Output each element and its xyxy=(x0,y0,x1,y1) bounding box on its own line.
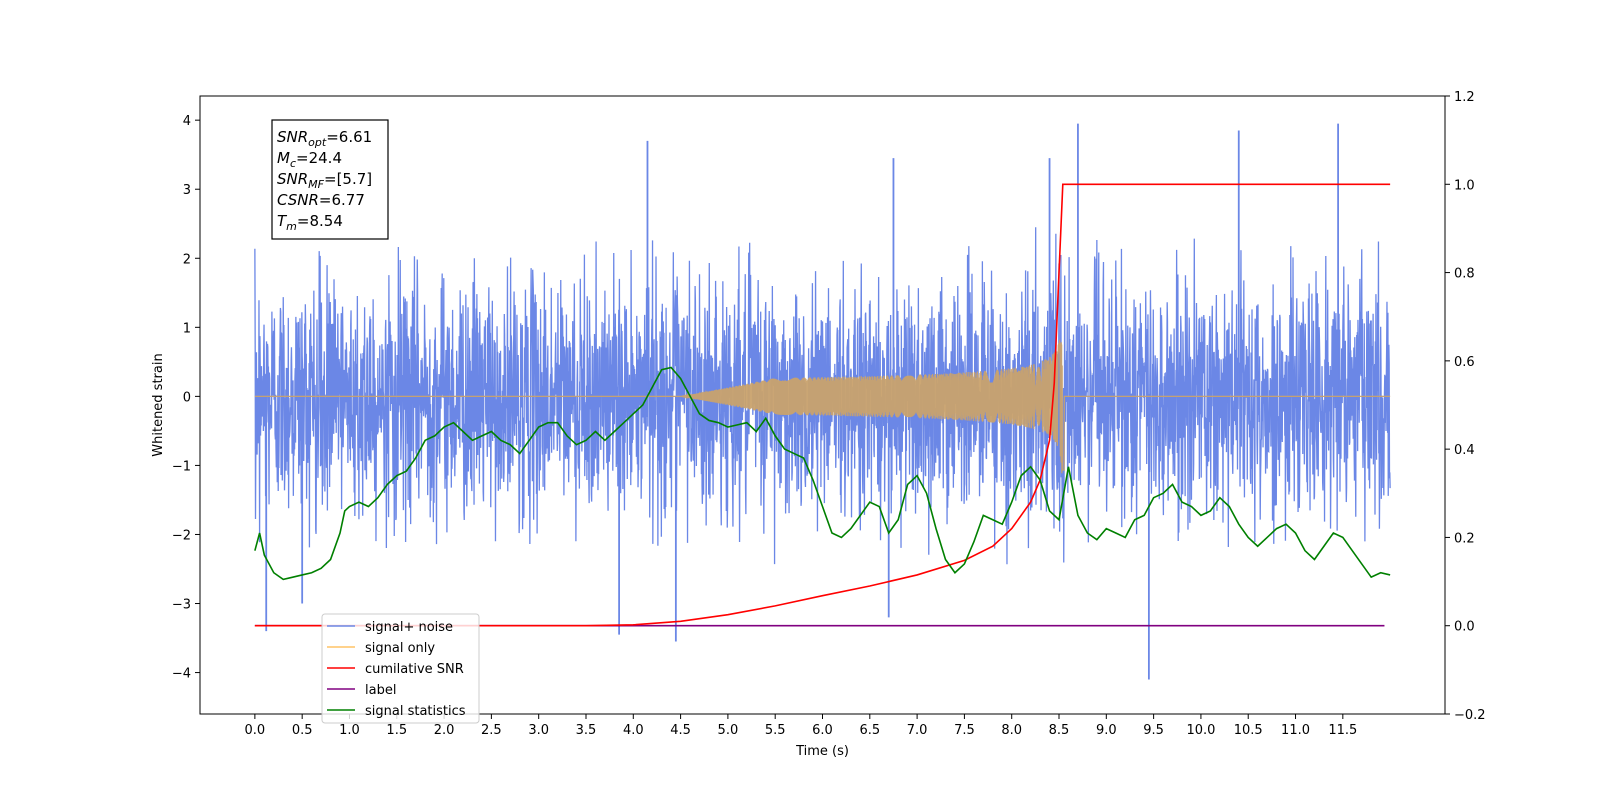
x-tick-label: 9.0 xyxy=(1096,723,1117,738)
annotation-box-frame xyxy=(271,119,389,240)
series-signal-noise-line xyxy=(254,227,1391,565)
x-tick-label: 1.5 xyxy=(386,723,407,738)
annotation-line: SNRMF=[5.7] xyxy=(277,170,372,191)
y2-tick-label: 1.2 xyxy=(1454,90,1475,105)
y-tick-label: 1 xyxy=(183,321,191,336)
legend-entry-label: cumilative SNR xyxy=(365,662,464,677)
x-tick-label: 10.0 xyxy=(1186,723,1215,738)
x-tick-label: 0.0 xyxy=(245,723,266,738)
x-tick-label: 8.0 xyxy=(1001,723,1022,738)
y-tick-label: 3 xyxy=(183,183,191,198)
x-tick-label: 7.5 xyxy=(954,723,975,738)
legend-entry-label: label xyxy=(365,683,396,698)
x-tick-label: 6.0 xyxy=(812,723,833,738)
x-tick-label: 2.0 xyxy=(434,723,455,738)
x-tick-label: 6.5 xyxy=(859,723,880,738)
y2-tick-label: 0.4 xyxy=(1454,443,1475,458)
y2-tick-label: 0.0 xyxy=(1454,620,1475,635)
x-tick-label: 10.5 xyxy=(1234,723,1263,738)
x-tick-label: 11.0 xyxy=(1281,723,1310,738)
y-tick-label: −2 xyxy=(172,528,191,543)
legend-entry-label: signal only xyxy=(365,641,435,656)
legend-frame xyxy=(321,613,480,724)
y-tick-label: −3 xyxy=(172,598,191,613)
y-tick-label: 4 xyxy=(183,114,191,129)
series-signal-only-line xyxy=(254,339,1391,474)
x-tick-label: 9.5 xyxy=(1143,723,1164,738)
series-signal-statistics-line xyxy=(254,366,1391,581)
x-tick-label: 4.5 xyxy=(670,723,691,738)
x-axis-label: Time (s) xyxy=(795,744,849,759)
annotation-line: Tm=8.54 xyxy=(277,212,343,233)
x-tick-label: 11.5 xyxy=(1328,723,1357,738)
y2-tick-label: −0.2 xyxy=(1454,708,1486,723)
x-tick-label: 1.0 xyxy=(339,723,360,738)
y2-tick-label: 1.0 xyxy=(1454,178,1475,193)
y-tick-label: −1 xyxy=(172,459,191,474)
x-tick-label: 8.5 xyxy=(1049,723,1070,738)
annotation-line: SNRopt=6.61 xyxy=(277,128,372,149)
y2-tick-label: 0.2 xyxy=(1454,531,1475,546)
legend: signal+ noise signal only cumilative SNR la… xyxy=(321,613,480,724)
y-axis-label: Whitened strain xyxy=(151,353,166,456)
y2-tick-label: 0.6 xyxy=(1454,355,1475,370)
x-tick-label: 5.0 xyxy=(718,723,739,738)
legend-entry-label: signal statistics xyxy=(365,704,466,719)
x-tick-label: 0.5 xyxy=(292,723,313,738)
x-tick-label: 7.0 xyxy=(907,723,928,738)
x-tick-label: 2.5 xyxy=(481,723,502,738)
x-tick-label: 3.0 xyxy=(528,723,549,738)
annotation-line: CSNR=6.77 xyxy=(277,191,365,209)
x-tick-label: 5.5 xyxy=(765,723,786,738)
y-tick-label: −4 xyxy=(172,667,191,682)
y-tick-label: 2 xyxy=(183,252,191,267)
y2-tick-label: 0.8 xyxy=(1454,267,1475,282)
x-tick-label: 3.5 xyxy=(576,723,597,738)
series-cumilative-snr-line xyxy=(254,183,1391,627)
annotation-line: Mc=24.4 xyxy=(277,149,342,170)
legend-entry-label: signal+ noise xyxy=(365,620,453,635)
x-tick-label: 4.0 xyxy=(623,723,644,738)
y-tick-label: 0 xyxy=(183,390,191,405)
